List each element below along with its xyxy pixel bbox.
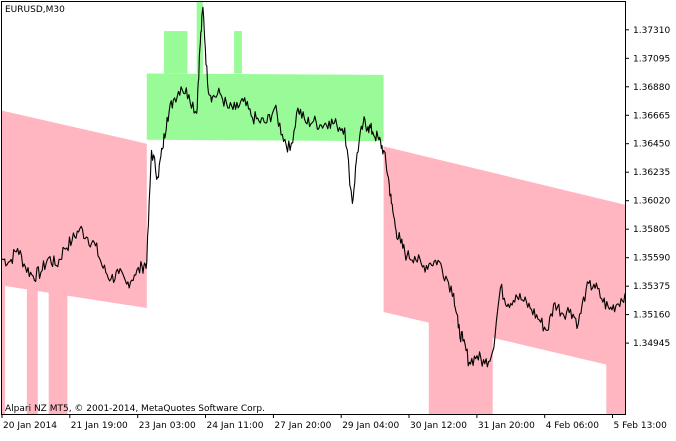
channel-extension-bar (48, 285, 68, 414)
y-tick-label: 1.35375 (633, 282, 670, 292)
y-tick-label: 1.35160 (633, 311, 670, 321)
x-tick-label: 31 Jan 20:00 (478, 421, 535, 431)
x-tick-label: 21 Jan 19:00 (71, 421, 128, 431)
x-tick-label: 23 Jan 03:00 (139, 421, 196, 431)
x-tick-label: 27 Jan 20:00 (274, 421, 331, 431)
channel-extension-bar (2, 285, 6, 414)
y-tick-label: 1.37095 (633, 54, 670, 64)
y-tick-label: 1.36450 (633, 140, 670, 150)
x-tick-label: 5 Feb 13:00 (614, 421, 668, 431)
x-tick-label: 29 Jan 04:00 (342, 421, 399, 431)
y-tick-label: 1.35590 (633, 254, 670, 264)
y-tick-label: 1.34945 (633, 339, 670, 349)
time-axis[interactable]: 20 Jan 2014 21 Jan 19:00 23 Jan 03:00 24 Ja… (1, 414, 668, 431)
channel-extension-bar (196, 2, 203, 74)
copyright-label: Alpari NZ MT5, © 2001-2014, MetaQuotes S… (5, 404, 265, 414)
chart-title: EURUSD,M30 (5, 5, 65, 15)
y-tick-label: 1.35805 (633, 225, 670, 235)
y-tick-label: 1.36880 (633, 83, 670, 93)
upper-channel-band (146, 73, 384, 142)
y-tick-label: 1.36665 (633, 111, 670, 121)
price-line-layer (1, 6, 626, 368)
channel-bands (2, 2, 625, 414)
x-tick-label: 4 Feb 06:00 (546, 421, 600, 431)
y-tick-label: 1.36020 (633, 197, 670, 207)
x-tick-label: 24 Jan 11:00 (207, 421, 264, 431)
x-tick-label: 30 Jan 12:00 (410, 421, 467, 431)
price-axis[interactable]: 1.37310 1.37095 1.36880 1.36665 1.36450 1.362… (625, 26, 670, 349)
lower-channel-band (2, 110, 147, 308)
y-tick-label: 1.37310 (633, 26, 670, 36)
channel-extension-bar (606, 312, 625, 414)
channel-extension-bar (164, 31, 188, 74)
plot-frame (1, 1, 626, 415)
channel-extension-bar (234, 31, 242, 74)
channel-extension-bar (26, 285, 38, 414)
y-tick-label: 1.36235 (633, 168, 670, 178)
price-line (1, 6, 626, 368)
x-tick-label: 20 Jan 2014 (3, 421, 57, 431)
